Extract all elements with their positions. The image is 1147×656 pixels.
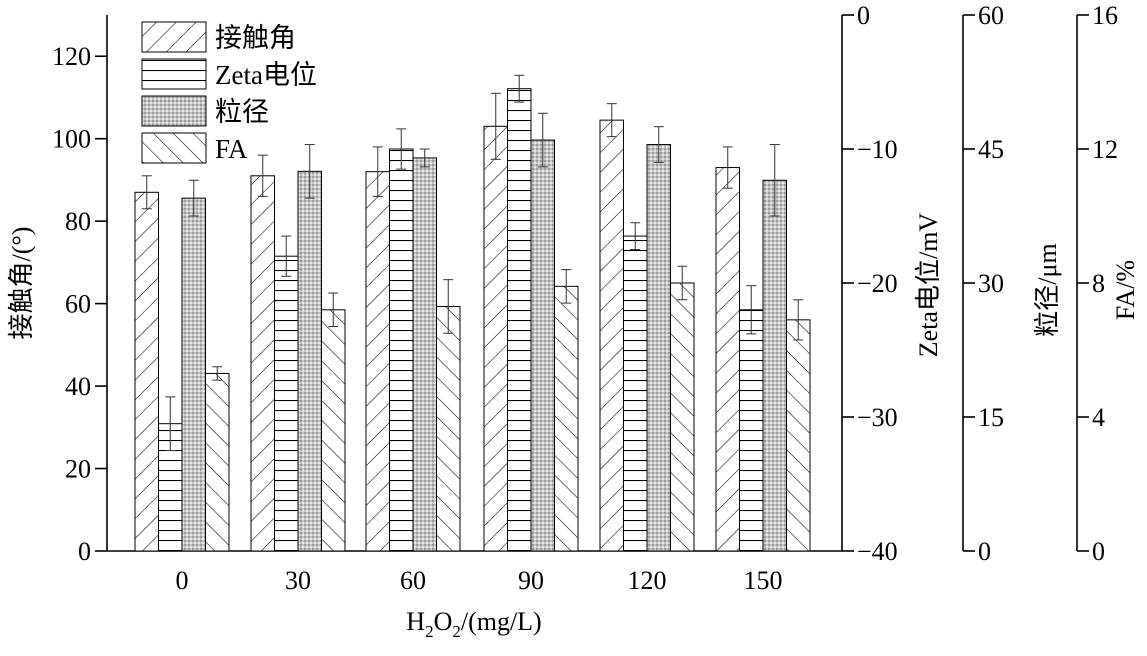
error-bar-y1-150	[722, 146, 733, 189]
x-axis-title: H2O2/(mg/L)	[406, 607, 541, 641]
bar-y3-150	[762, 179, 787, 552]
bar-y4-0	[205, 372, 230, 552]
y2-tick-label: 0	[857, 1, 870, 30]
legend-label: FA	[215, 134, 248, 164]
x-tick-label: 30	[285, 566, 311, 595]
x-tick-label: 90	[518, 566, 544, 595]
y2-tick-label: −10	[857, 135, 898, 164]
legend-swatch	[141, 21, 207, 53]
error-bar-y2-60	[396, 128, 407, 170]
y4-tick-label: 0	[1092, 537, 1105, 566]
error-bar-y2-30	[281, 235, 292, 277]
error-bar-y4-150	[793, 299, 804, 341]
bar-y1-30	[250, 175, 275, 552]
y3-tick-label: 0	[978, 537, 991, 566]
legend-swatch	[141, 95, 207, 127]
error-bar-y4-120	[677, 265, 688, 301]
x-tick-label: 0	[176, 566, 189, 595]
y2-axis-title: Zeta电位/mV	[914, 213, 943, 358]
legend-item-y1: 接触角	[141, 21, 296, 53]
y4-tick-label: 16	[1092, 1, 1118, 30]
y3-tick-label: 30	[978, 269, 1004, 298]
bar-y1-60	[365, 171, 390, 552]
bar-y1-0	[134, 191, 159, 552]
bar-layer	[134, 74, 811, 552]
error-bar-y1-0	[141, 175, 152, 210]
bar-y4-60	[436, 305, 461, 552]
error-bar-y4-60	[443, 279, 454, 334]
y1-tick-label: 80	[65, 207, 91, 236]
error-bar-y1-30	[257, 154, 268, 197]
bar-y3-30	[297, 170, 322, 552]
error-bar-y3-0	[188, 179, 199, 217]
bar-y2-60	[389, 148, 414, 552]
error-bar-y3-90	[537, 112, 548, 168]
y1-tick-label: 40	[65, 372, 91, 401]
legend-swatch	[141, 132, 207, 164]
legend-item-y4: FA	[141, 132, 248, 164]
error-bar-y1-60	[372, 146, 383, 197]
bar-y1-120	[599, 119, 624, 552]
error-bar-y2-150	[746, 285, 757, 335]
y4-axis-title: FA/%	[1111, 260, 1140, 320]
y1-axis-title: 接触角/(°)	[7, 227, 36, 340]
bar-y3-120	[646, 144, 671, 552]
bar-y1-150	[715, 167, 740, 552]
y2-tick-label: −20	[857, 269, 898, 298]
bar-y4-150	[786, 319, 811, 552]
legend-swatch	[141, 58, 207, 90]
y2-tick-label: −40	[857, 537, 898, 566]
y4-tick-label: 12	[1092, 135, 1118, 164]
bar-y2-90	[507, 88, 532, 552]
y1-tick-label: 60	[65, 290, 91, 319]
y2-tick-label: −30	[857, 403, 898, 432]
legend-item-y3: 粒径	[141, 95, 269, 127]
error-bar-y4-30	[328, 292, 339, 328]
y1-tick-label: 100	[52, 125, 91, 154]
legend-label: 粒径	[215, 97, 269, 127]
y3-axis-title: 粒径/μm	[1033, 243, 1062, 336]
bar-y3-0	[181, 197, 206, 552]
x-tick-label: 60	[400, 566, 426, 595]
y3-tick-label: 60	[978, 1, 1004, 30]
bar-y1-90	[483, 125, 508, 552]
error-bar-y3-120	[653, 126, 664, 163]
error-bar-y2-120	[630, 222, 641, 250]
error-bar-y2-0	[165, 396, 176, 451]
error-bar-y3-30	[304, 144, 315, 199]
bar-y3-60	[412, 157, 437, 552]
bar-y4-120	[670, 282, 695, 552]
y4-tick-label: 8	[1092, 269, 1105, 298]
y3-tick-label: 45	[978, 135, 1004, 164]
error-bar-y2-90	[514, 74, 525, 103]
axes-layer: 0 30 60 90 120 150020406080100120−40−30−20−10…	[7, 1, 1140, 641]
error-bar-y4-0	[212, 366, 223, 381]
y3-tick-label: 15	[978, 403, 1004, 432]
error-bar-y1-120	[606, 103, 617, 138]
bar-y4-90	[554, 285, 579, 552]
error-bar-y3-60	[419, 148, 430, 168]
bar-y4-30	[321, 309, 346, 552]
bar-y2-120	[623, 235, 648, 552]
y1-tick-label: 120	[52, 42, 91, 71]
bar-y2-30	[274, 255, 299, 552]
y1-tick-label: 0	[78, 537, 91, 566]
legend-label: 接触角	[215, 23, 296, 53]
error-bar-y3-150	[769, 144, 780, 217]
x-tick-label: 120	[628, 566, 667, 595]
error-bar-y4-90	[561, 269, 572, 304]
y4-tick-label: 4	[1092, 403, 1105, 432]
legend-label: Zeta电位	[215, 60, 317, 90]
bar-y2-150	[739, 309, 764, 552]
y1-tick-label: 20	[65, 455, 91, 484]
legend-item-y2: Zeta电位	[141, 58, 317, 90]
bar-y3-90	[530, 139, 555, 552]
x-tick-label: 150	[744, 566, 783, 595]
error-bar-y1-90	[490, 92, 501, 160]
